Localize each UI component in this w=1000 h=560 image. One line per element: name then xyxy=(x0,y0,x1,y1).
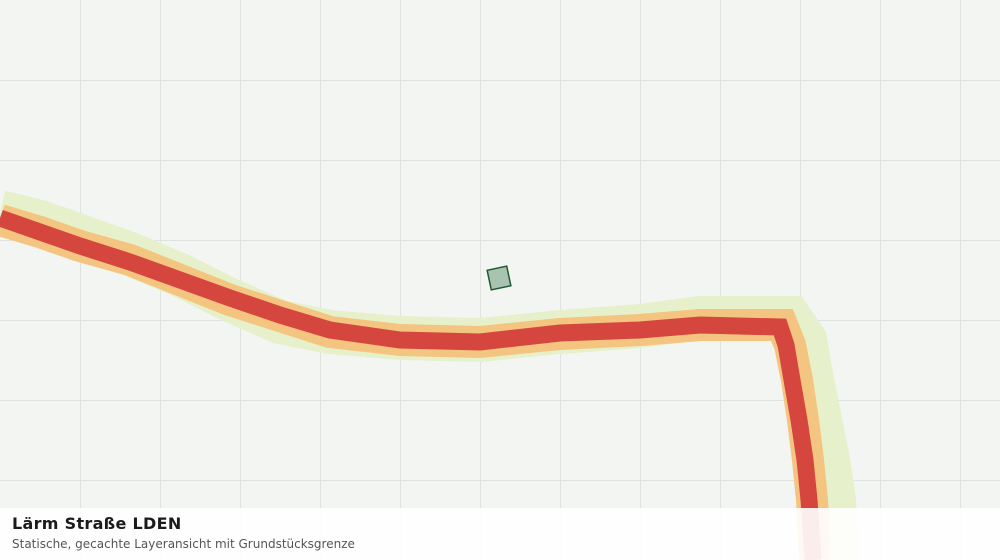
parcel-boundary xyxy=(486,265,512,291)
layer-subtitle: Statische, gecachte Layeransicht mit Gru… xyxy=(12,537,355,551)
info-panel: Lärm Straße LDEN Statische, gecachte Lay… xyxy=(0,508,1000,560)
noise-band-high xyxy=(0,209,822,560)
noise-layer xyxy=(0,190,860,560)
layer-title: Lärm Straße LDEN xyxy=(12,514,182,533)
